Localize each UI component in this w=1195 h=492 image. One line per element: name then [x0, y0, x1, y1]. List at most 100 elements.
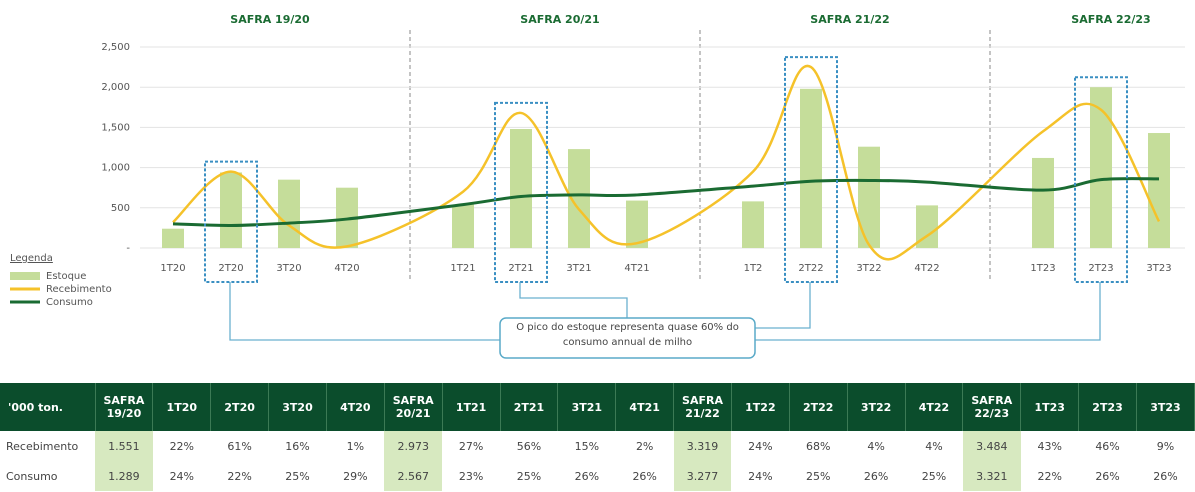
table-cell: 56%	[516, 439, 542, 453]
header-cell: 3T20	[268, 383, 327, 431]
table-cell: 68%	[806, 439, 831, 453]
table-cell: Recebimento	[6, 439, 79, 453]
connector	[755, 282, 1101, 341]
bar	[452, 204, 474, 248]
table-cell: 24%	[748, 469, 773, 483]
header-cell: 3T22	[847, 383, 906, 431]
table-body: Recebimento 1.551 22% 61% 16% 1% 2.973 27% 56% 15…	[0, 431, 1195, 491]
chart: - 500 1,000 1,500 2,000 2,500 SAFRA 19/20 SAFRA…	[10, 13, 1185, 359]
bar	[800, 88, 822, 248]
highlight-box	[494, 101, 548, 284]
table-cell: 22%	[227, 469, 252, 483]
table-cell: 25%	[921, 469, 947, 483]
highlight-box	[1074, 76, 1128, 283]
header-row: '000 ton. SAFRA 19/20 1T20 2T20 3T20 4T20 SAFR…	[0, 383, 1195, 431]
table-cell: 61%	[227, 439, 252, 453]
y-tick-label: 500	[111, 203, 130, 214]
table-cell: 26%	[1153, 469, 1178, 483]
header-cell: 1T20	[152, 383, 212, 431]
table-cell: 22%	[169, 439, 195, 453]
connector	[229, 282, 500, 341]
annotation-text: O pico do estoque representa quase 60% d…	[516, 322, 739, 348]
bar	[278, 179, 300, 248]
header-cell: 3T21	[557, 383, 617, 431]
table-cell: 27%	[458, 439, 484, 453]
x-tick-label: 1T2	[744, 263, 763, 274]
x-tick-label: 4T22	[914, 263, 939, 274]
bar	[626, 200, 648, 248]
y-tick-label: -	[126, 243, 130, 254]
highlight-box	[784, 56, 838, 283]
legend-label: Estoque	[46, 271, 86, 282]
header-cell: 2T21	[500, 383, 559, 431]
table-cell: 4%	[925, 439, 943, 453]
table-cell: 1.289	[95, 461, 153, 491]
table-cell: 26%	[632, 469, 657, 483]
bar	[162, 228, 184, 248]
group-label: SAFRA 21/22	[810, 13, 889, 26]
table-cell: 23%	[458, 469, 484, 483]
x-tick-label: 4T21	[624, 263, 649, 274]
line-series	[172, 177, 1160, 227]
x-tick-label: 4T20	[334, 263, 359, 274]
legend-label: Recebimento	[46, 284, 112, 295]
table-cell: 4%	[867, 439, 885, 453]
header-cell: 2T23	[1078, 383, 1137, 431]
table-cell: 24%	[748, 439, 773, 453]
x-tick-label: 3T21	[566, 263, 591, 274]
bar	[1032, 157, 1054, 248]
bar	[510, 129, 532, 248]
table-cell: 3.277	[673, 461, 732, 491]
y-tick-label: 2,000	[101, 82, 130, 93]
header-cell: 3T23	[1136, 383, 1195, 431]
table-cell: 22%	[1037, 469, 1062, 483]
table-cell: 25%	[806, 469, 831, 483]
group-label: SAFRA 20/21	[520, 13, 599, 26]
bar	[858, 146, 880, 248]
table-cell: 43%	[1037, 439, 1062, 453]
x-tick-label: 3T23	[1146, 263, 1171, 274]
x-tick-label: 2T23	[1088, 263, 1113, 274]
table-cell: 26%	[574, 469, 600, 483]
x-tick-label: 2T21	[508, 263, 533, 274]
group-label: SAFRA 22/23	[1071, 13, 1150, 26]
bar	[1148, 133, 1170, 248]
y-tick-label: 1,500	[101, 122, 130, 133]
x-tick-label: 1T23	[1030, 263, 1055, 274]
table-cell: 25%	[285, 469, 310, 483]
header-cell: 2T20	[210, 383, 270, 431]
connector	[755, 282, 811, 329]
table-cell: 24%	[169, 469, 195, 483]
table-row: Recebimento 1.551 22% 61% 16% 1% 2.973 27% 56% 15…	[0, 431, 1195, 461]
header-cell: SAFRA 21/22	[673, 383, 732, 431]
legend-title: Legenda	[10, 253, 53, 264]
table-cell: 2%	[635, 439, 654, 453]
annotation: O pico do estoque representa quase 60% d…	[516, 322, 739, 348]
table-cell: Consumo	[6, 469, 58, 483]
connector	[519, 282, 628, 318]
line-series	[172, 64, 1161, 261]
table-cell: 3.321	[962, 461, 1021, 491]
header-cell: 4T20	[326, 383, 385, 431]
x-tick-label: 2T22	[798, 263, 823, 274]
group-label: SAFRA 19/20	[230, 13, 310, 26]
table-cell: 25%	[516, 469, 542, 483]
table-cell: 26%	[1095, 469, 1120, 483]
y-tick-label: 2,500	[101, 42, 130, 53]
table-cell: 3.319	[673, 431, 732, 461]
table-cell: 26%	[863, 469, 889, 483]
header-cell: SAFRA 20/21	[384, 383, 443, 431]
bar	[1090, 87, 1112, 248]
data-table: '000 ton. SAFRA 19/20 1T20 2T20 3T20 4T20 SAFR…	[0, 383, 1195, 491]
table-row: Consumo 1.289 24% 22% 25% 29% 2.567 23% 25% 26% 26…	[0, 461, 1195, 491]
header-cell: 1T22	[731, 383, 790, 431]
table-cell: 15%	[574, 439, 600, 453]
y-tick-label: 1,000	[101, 163, 130, 174]
bar	[916, 205, 938, 248]
bar	[742, 201, 764, 248]
table-cell: 2.567	[384, 461, 443, 491]
header-cell: 4T21	[615, 383, 675, 431]
bar	[568, 149, 590, 248]
header-cell: SAFRA 22/23	[962, 383, 1022, 431]
header-cell: SAFRA 19/20	[95, 383, 154, 431]
